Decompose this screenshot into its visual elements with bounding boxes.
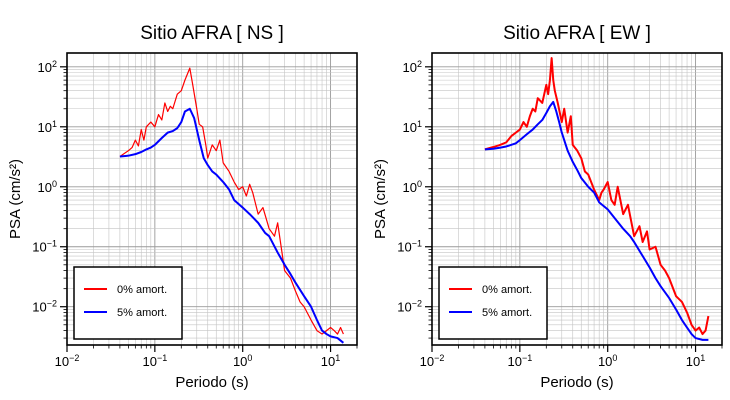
y-tick-label: 102 [38,59,57,75]
plot-frame [431,52,723,346]
legend-label: 5% amort. [482,307,532,319]
x-tick-label: 101 [686,353,705,369]
x-axis-label: Periodo (s) [540,374,613,391]
y-tick-label: 101 [38,119,57,135]
x-tick-label: 10−1 [142,353,167,369]
y-tick-label: 10−2 [397,299,422,315]
plot-frame [66,52,358,346]
y-tick-label: 101 [403,119,422,135]
x-tick-label: 100 [598,353,617,369]
chart-panel-1: 10−2 10−1 100 101 10−2 10−1 100 101 102 Sitio AFR… [7,23,358,391]
legend: 0% amort. 5% amort. [438,266,548,340]
chart-title: Sitio AFRA [ NS ] [140,23,284,44]
series-line-damped [484,100,709,341]
y-axis-label: PSA (cm/s²) [372,159,389,239]
chart-title: Sitio AFRA [ EW ] [503,23,651,44]
series-line-undamped [484,57,710,336]
legend-box [73,266,183,340]
x-tick-label: 10−1 [507,353,532,369]
x-axis-label: Periodo (s) [175,374,248,391]
legend: 0% amort. 5% amort. [73,266,183,340]
y-axis-label: PSA (cm/s²) [7,159,24,239]
legend-label: 0% amort. [482,284,532,296]
y-tick-label: 102 [403,59,422,75]
y-tick-label: 100 [38,179,57,195]
legend-label: 0% amort. [117,284,167,296]
y-tick-label: 10−1 [397,239,422,255]
series-line-undamped [119,67,344,335]
y-tick-label: 100 [403,179,422,195]
chart-panel-2: 10−2 10−1 100 101 10−2 10−1 100 101 102 Sitio AFR… [372,23,723,391]
y-tick-label: 10−1 [32,239,57,255]
x-tick-label: 100 [233,353,252,369]
y-tick-label: 10−2 [32,299,57,315]
series-line-damped [119,107,345,344]
x-tick-label: 10−2 [55,353,80,369]
x-tick-label: 10−2 [420,353,445,369]
x-tick-label: 101 [321,353,340,369]
legend-box [438,266,548,340]
legend-label: 5% amort. [117,307,167,319]
